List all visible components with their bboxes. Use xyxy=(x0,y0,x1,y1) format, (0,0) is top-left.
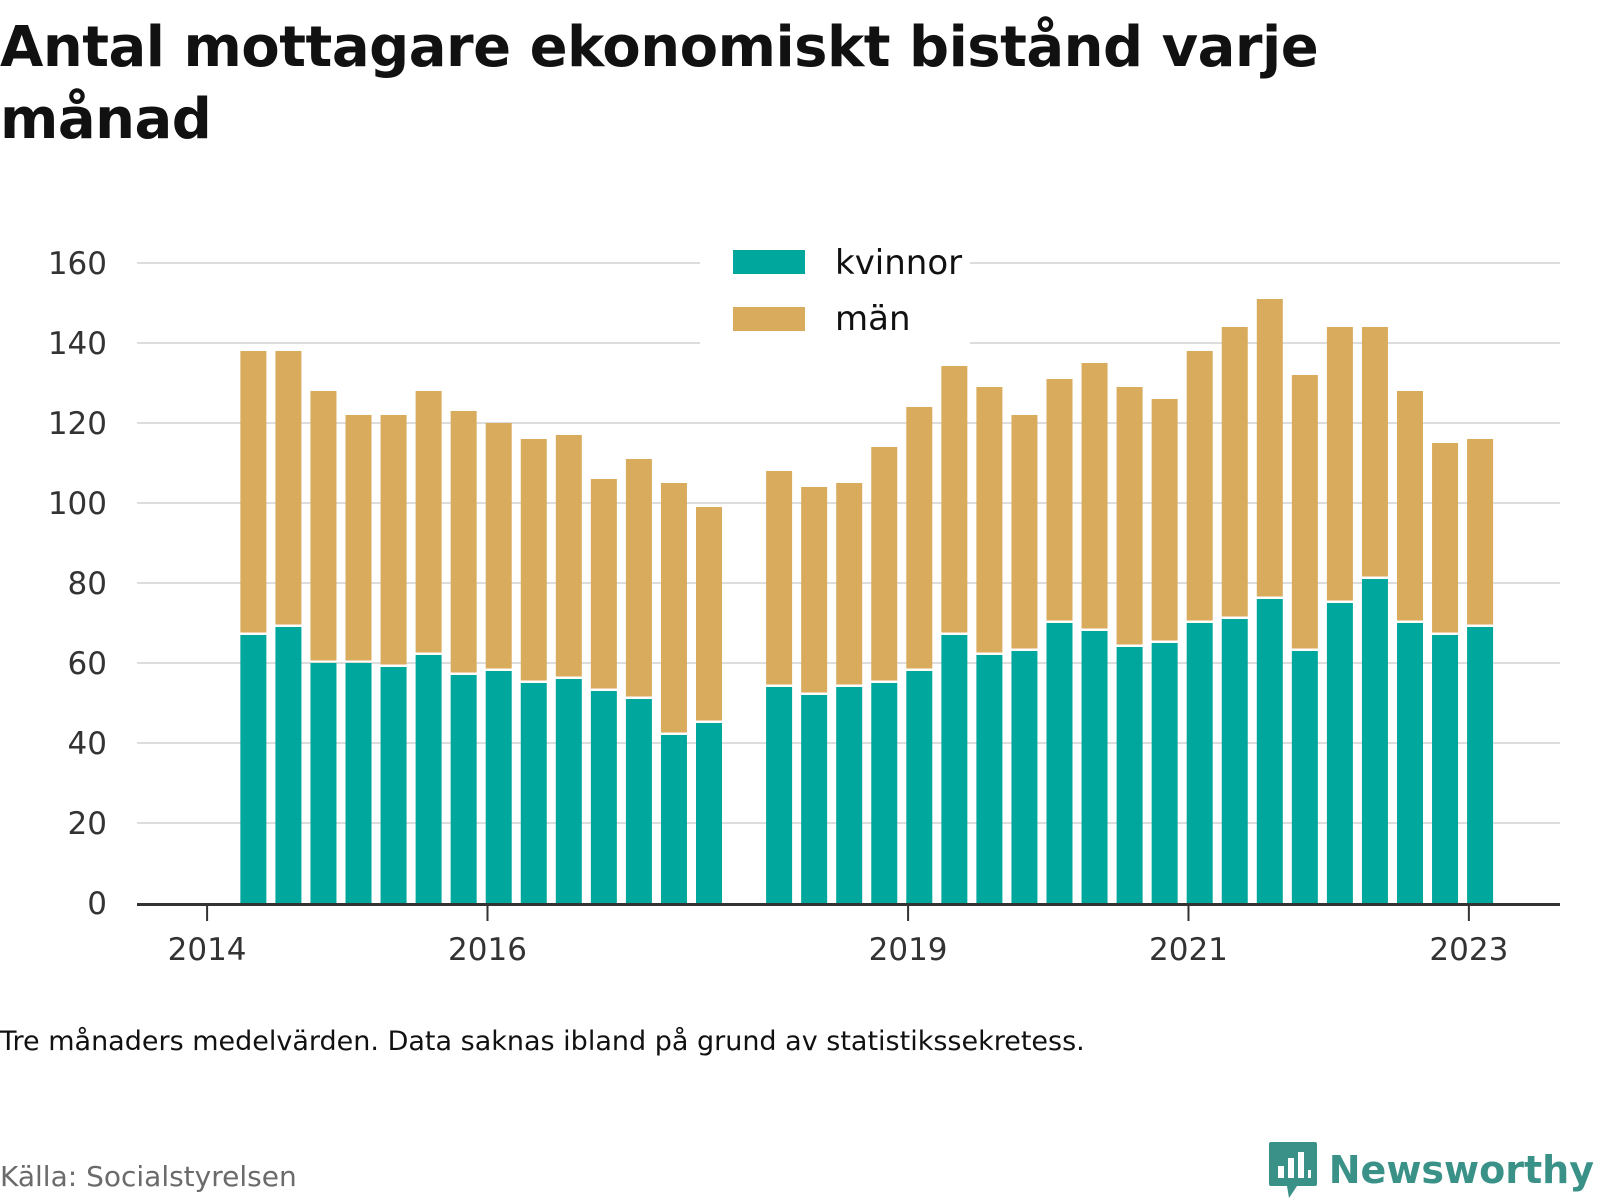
bar-kvinnor xyxy=(450,675,477,903)
bar-man xyxy=(906,407,933,669)
bar-kvinnor xyxy=(1326,603,1353,903)
chart-note: Tre månaders medelvärden. Data saknas ib… xyxy=(0,1026,1085,1057)
bar-man xyxy=(1256,299,1283,597)
chart-title: Antal mottagare ekonomiskt bistånd varje… xyxy=(0,15,1319,152)
y-tick-label: 140 xyxy=(48,326,107,362)
legend: kvinnor män xyxy=(700,236,970,366)
bar-kvinnor xyxy=(801,695,828,903)
newsworthy-chart-bubble-icon xyxy=(1268,1142,1317,1198)
bar-kvinnor xyxy=(1256,599,1283,903)
bar-man xyxy=(345,415,372,661)
bar-kvinnor xyxy=(766,687,793,903)
bar-man xyxy=(1116,387,1143,645)
bar-man xyxy=(836,483,863,685)
bar-man xyxy=(275,351,302,625)
bar-man xyxy=(1291,375,1318,649)
bar-man xyxy=(660,483,687,733)
bar-kvinnor xyxy=(871,683,898,903)
bar-man xyxy=(1081,363,1108,629)
y-tick-label: 160 xyxy=(48,246,107,282)
bar-kvinnor xyxy=(310,663,337,903)
bar-man xyxy=(766,471,793,685)
bar-kvinnor xyxy=(696,723,723,903)
bar-kvinnor xyxy=(1186,623,1213,903)
bar-kvinnor xyxy=(625,699,652,903)
bar-kvinnor xyxy=(1291,651,1318,903)
y-tick-label: 0 xyxy=(87,886,107,922)
bar-man xyxy=(1396,391,1423,621)
bar-man xyxy=(801,487,828,693)
bar-man xyxy=(415,391,442,653)
bar-kvinnor xyxy=(1467,627,1494,903)
bar-kvinnor xyxy=(1221,619,1248,903)
bar-man xyxy=(941,359,968,633)
bar-kvinnor xyxy=(520,683,547,903)
bar-man xyxy=(1467,439,1494,625)
bar-man xyxy=(1151,399,1178,641)
bar-kvinnor xyxy=(660,735,687,903)
bar-man xyxy=(240,351,267,633)
bar-kvinnor xyxy=(906,671,933,903)
x-tick-label: 2016 xyxy=(448,932,527,968)
bar-man xyxy=(1186,351,1213,621)
bar-kvinnor xyxy=(485,671,512,903)
bar-man xyxy=(1361,327,1388,577)
bar-kvinnor xyxy=(345,663,372,903)
bar-kvinnor xyxy=(1046,623,1073,903)
bar-kvinnor xyxy=(1116,647,1143,903)
bar-man xyxy=(696,507,723,721)
y-axis-tick-labels: 0 20 40 60 80 100 120 140 160 xyxy=(48,246,107,922)
y-tick-label: 40 xyxy=(68,726,107,762)
legend-label-kvinnor: kvinnor xyxy=(835,243,962,283)
bar-kvinnor xyxy=(240,635,267,903)
x-tick-label: 2014 xyxy=(168,932,247,968)
legend-label-man: män xyxy=(835,299,911,339)
legend-swatch-kvinnor xyxy=(733,250,805,274)
bar-man xyxy=(1326,327,1353,601)
bar-man xyxy=(1046,379,1073,621)
bar-man xyxy=(976,387,1003,653)
bar-kvinnor xyxy=(275,627,302,903)
bar-kvinnor xyxy=(1361,579,1388,903)
brand-logo: Newsworthy xyxy=(1267,1140,1594,1200)
bar-man xyxy=(1221,327,1248,617)
brand-name: Newsworthy xyxy=(1328,1148,1594,1192)
bar-kvinnor xyxy=(1011,651,1038,903)
bar-kvinnor xyxy=(1432,635,1459,903)
y-tick-label: 80 xyxy=(68,566,107,602)
bar-man xyxy=(310,391,337,661)
x-axis-ticks: 2014 2016 2019 2021 2023 xyxy=(168,906,1508,968)
y-tick-label: 100 xyxy=(48,486,107,522)
bar-kvinnor xyxy=(1081,631,1108,903)
legend-swatch-man xyxy=(733,307,805,331)
source-credit: Källa: Socialstyrelsen xyxy=(0,1160,297,1193)
bar-man xyxy=(380,415,407,665)
bar-kvinnor xyxy=(941,635,968,903)
x-tick-label: 2019 xyxy=(869,932,948,968)
bar-man xyxy=(520,439,547,681)
y-tick-label: 20 xyxy=(68,806,107,842)
bar-man xyxy=(450,411,477,673)
bar-man xyxy=(590,479,617,689)
bar-series xyxy=(240,299,1494,903)
bar-kvinnor xyxy=(976,655,1003,903)
bar-man xyxy=(1011,415,1038,649)
bar-kvinnor xyxy=(1151,643,1178,903)
bar-man xyxy=(1432,443,1459,633)
bar-man xyxy=(625,459,652,697)
y-tick-label: 120 xyxy=(48,406,107,442)
bar-man xyxy=(871,447,898,681)
x-tick-label: 2021 xyxy=(1149,932,1228,968)
y-tick-label: 60 xyxy=(68,646,107,682)
bar-man xyxy=(485,423,512,669)
x-tick-label: 2023 xyxy=(1429,932,1508,968)
bar-man xyxy=(555,435,582,677)
bar-kvinnor xyxy=(836,687,863,903)
bar-kvinnor xyxy=(1396,623,1423,903)
bar-kvinnor xyxy=(555,679,582,903)
bar-kvinnor xyxy=(590,691,617,903)
bar-kvinnor xyxy=(380,667,407,903)
bar-kvinnor xyxy=(415,655,442,903)
